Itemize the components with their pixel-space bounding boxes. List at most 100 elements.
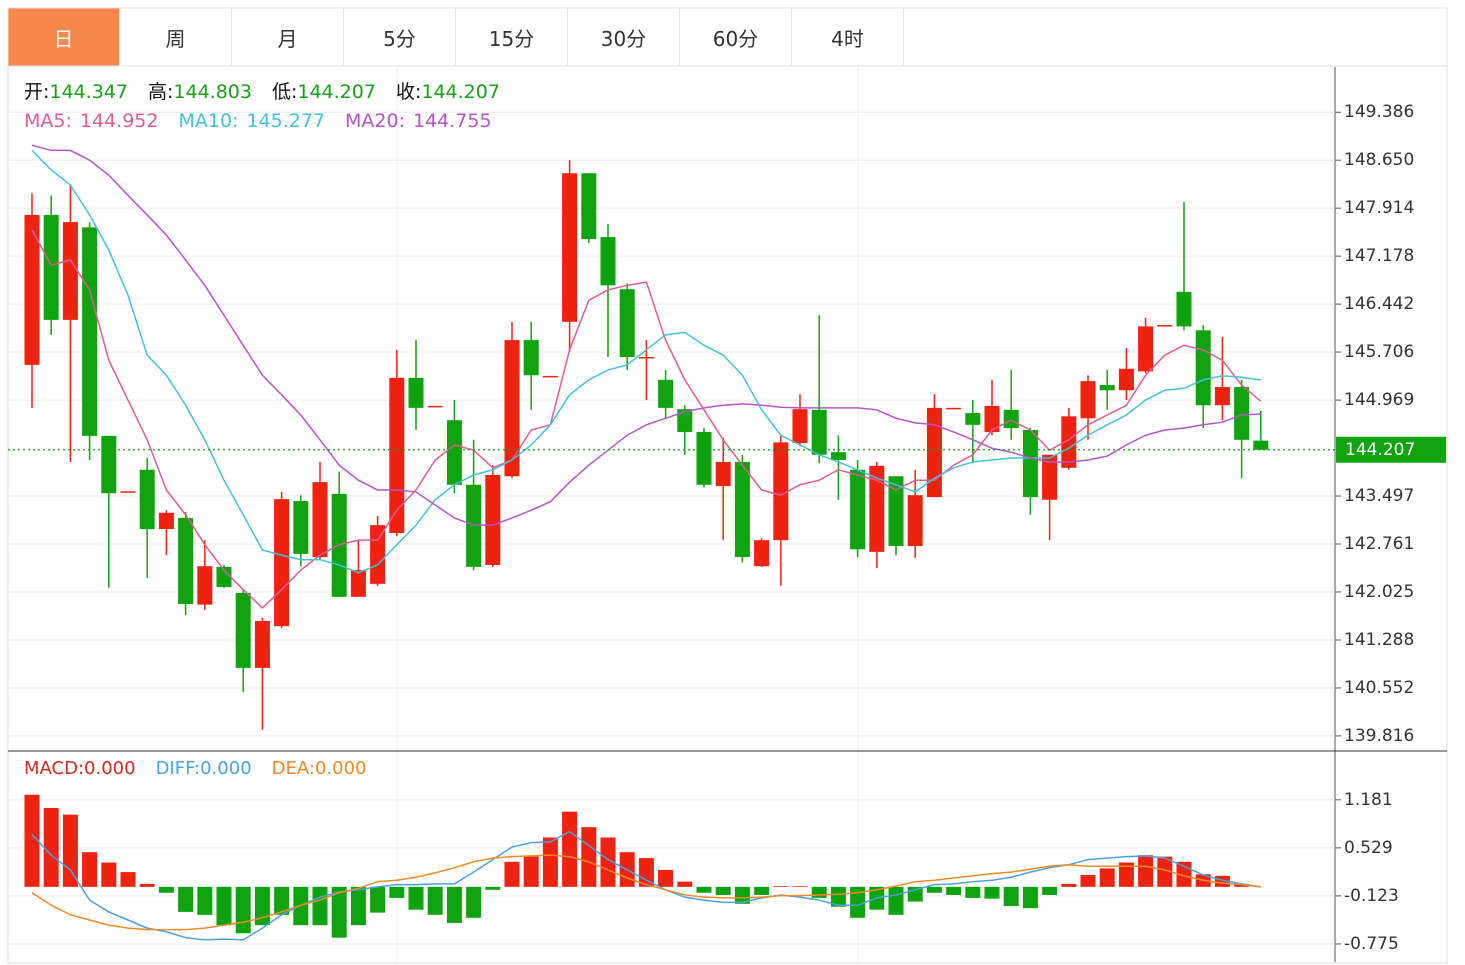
macd-bar [984, 886, 1000, 899]
legend-name: MACD: [24, 758, 84, 779]
candle-body [984, 405, 1000, 432]
candle-body [1061, 416, 1077, 468]
candle-body [1080, 381, 1096, 419]
macd-bar [139, 883, 155, 887]
ohlc-header: 开:144.347 高:144.803 低:144.207 收:144.207 [24, 81, 500, 103]
legend-name: DEA: [272, 758, 315, 779]
candle-body [792, 409, 808, 444]
macd-bar [1061, 883, 1077, 887]
ohlc-label: 收: [396, 81, 421, 103]
candle-body [1022, 430, 1038, 498]
candle-body [677, 409, 693, 432]
macd-bar [581, 827, 597, 887]
period-tab[interactable]: 60分 [680, 8, 792, 66]
candle-body [600, 237, 616, 286]
candle-body [811, 409, 827, 455]
macd-bar [427, 886, 443, 915]
candle-body [408, 377, 424, 408]
macd-bar [888, 886, 904, 915]
macd-bar [965, 886, 981, 898]
candle-body [1214, 386, 1230, 406]
legend-name: DIFF: [156, 758, 201, 779]
macd-bar [82, 852, 98, 887]
macd-bar [216, 886, 232, 926]
ohlc-value: 144.803 [173, 81, 252, 103]
ohlc-value: 144.207 [297, 81, 376, 103]
macd-bar [638, 858, 654, 887]
y-tick-label: 146.442 [1344, 294, 1414, 314]
macd-bar [1157, 856, 1173, 887]
y-tick-label: 140.552 [1344, 678, 1414, 698]
macd-bar [62, 814, 78, 887]
macd-bar [408, 886, 424, 910]
candle-body [158, 512, 174, 530]
period-tab[interactable]: 30分 [568, 8, 680, 66]
macd-bar [389, 886, 405, 898]
macd-bar [43, 808, 59, 887]
macd-bar [715, 886, 731, 895]
period-tab[interactable]: 月 [232, 8, 344, 66]
macd-bar [811, 886, 827, 898]
macd-bar [466, 886, 482, 918]
y-tick-label: -0.123 [1344, 886, 1399, 906]
candle-body [43, 214, 59, 320]
candle-body [1157, 325, 1173, 327]
candle-body [907, 495, 923, 547]
legend-value: 145.277 [246, 110, 325, 132]
candle-body [427, 405, 443, 408]
candle-body [946, 407, 962, 410]
ohlc-label: 开: [24, 81, 49, 103]
last-price-tag [1336, 436, 1446, 463]
macd-bar [734, 886, 750, 904]
macd-bar [658, 869, 674, 887]
candle-body [581, 173, 597, 240]
macd-bar [254, 886, 270, 926]
candle-body [1099, 385, 1115, 391]
candle-body [389, 377, 405, 533]
macd-bar [158, 886, 174, 893]
candle-body [24, 214, 40, 365]
y-tick-label: 142.025 [1344, 582, 1414, 602]
last-price-label: 144.207 [1345, 440, 1415, 460]
y-tick-label: 148.650 [1344, 150, 1414, 170]
candle-body [312, 482, 328, 558]
macd-bar [946, 886, 962, 895]
macd-bar [1099, 868, 1115, 887]
period-tab[interactable]: 5分 [344, 8, 456, 66]
ma-line [31, 229, 1262, 609]
macd-bar [1214, 875, 1230, 887]
macd-bar [562, 811, 578, 887]
period-tabs: 日周月 5分 15分 30分 60分 4时 [8, 8, 904, 66]
period-tab[interactable]: 日 [8, 8, 120, 66]
candle-body [1195, 330, 1211, 406]
macd-bar [1003, 886, 1019, 906]
candle-body [542, 375, 558, 378]
macd-bar [523, 856, 539, 887]
legend-name: MA10: [178, 110, 238, 132]
candle-body [965, 413, 981, 425]
candle-body [216, 566, 232, 588]
macd-line [31, 830, 1261, 941]
candle-body [62, 222, 78, 320]
ohlc-label: 高: [148, 81, 173, 103]
period-tab[interactable]: 周 [120, 8, 232, 66]
chart-frame [7, 65, 1448, 964]
candle-body [197, 566, 213, 605]
macd-bar [792, 886, 808, 887]
macd-bar [331, 886, 347, 938]
macd-bar [1042, 886, 1058, 895]
period-tab[interactable]: 15分 [456, 8, 568, 66]
candle-body [1253, 440, 1269, 450]
legend-name: MA20: [345, 110, 405, 132]
candle-body [254, 620, 270, 668]
period-tab[interactable]: 4时 [792, 8, 904, 66]
candle-body [715, 461, 731, 487]
candle-body [1234, 386, 1250, 440]
macd-bar [542, 837, 558, 887]
candle-body [1042, 454, 1058, 500]
y-tick-label: 141.288 [1344, 630, 1414, 650]
legend-value: 0.000 [84, 758, 136, 779]
macd-bar [696, 886, 712, 893]
